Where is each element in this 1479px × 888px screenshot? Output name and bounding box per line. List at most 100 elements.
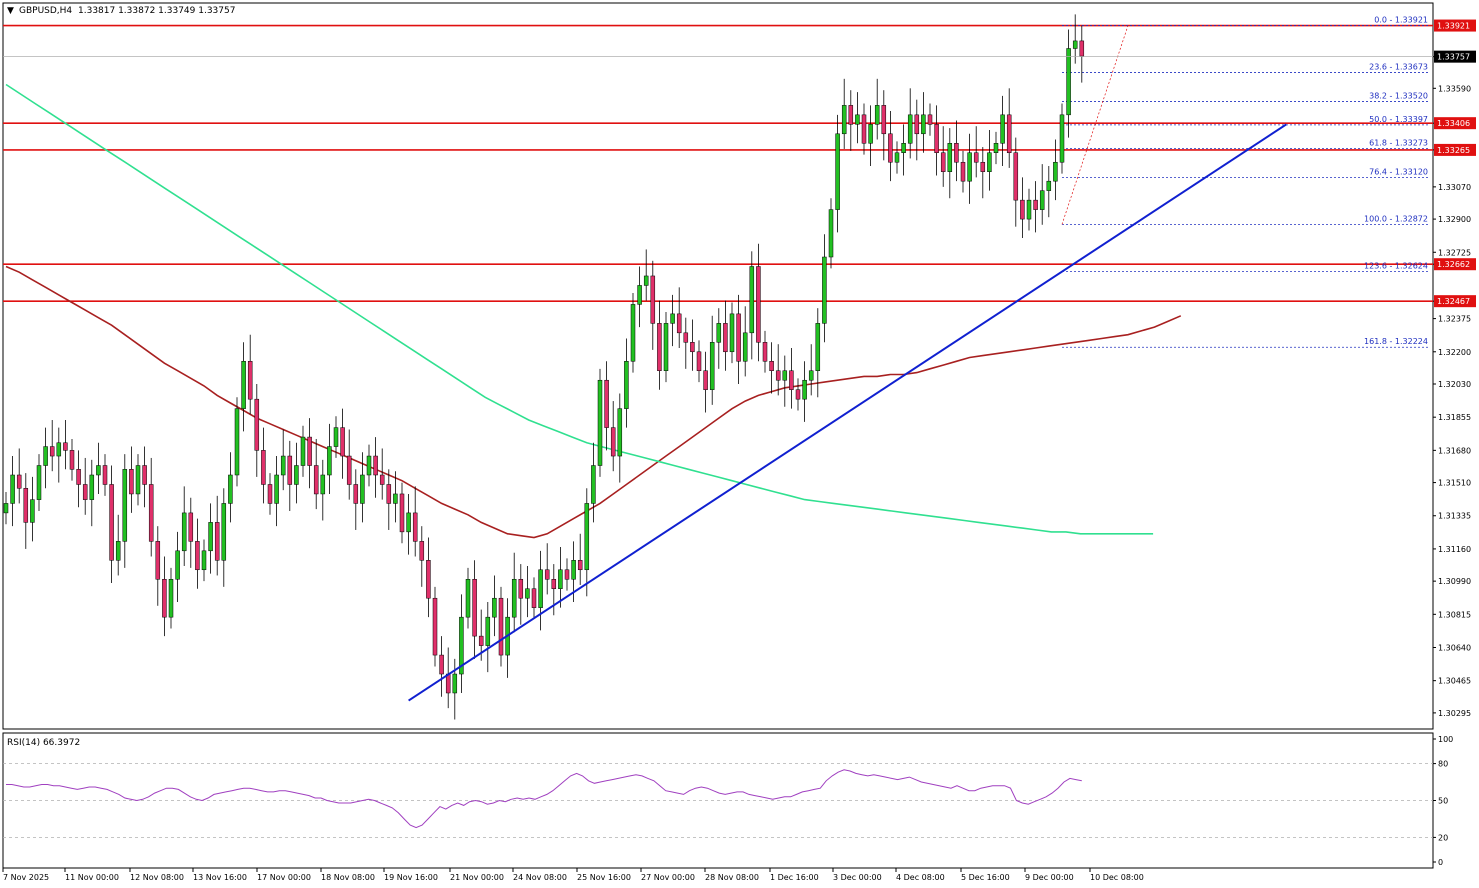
candle-body[interactable] [492,597,497,618]
candle-body[interactable] [1033,199,1038,210]
candle-body[interactable] [1079,40,1085,57]
candle-body[interactable] [195,541,200,571]
candle-body[interactable] [3,503,9,514]
candle-body[interactable] [43,446,48,466]
candle-body[interactable] [373,455,378,476]
candle-body[interactable] [353,484,359,504]
candle-body[interactable] [934,124,939,153]
candle-body[interactable] [129,469,134,495]
candle-body[interactable] [861,114,867,144]
candle-body[interactable] [683,332,689,343]
candle-body[interactable] [782,370,788,381]
candle-body[interactable] [676,313,682,334]
candle-body[interactable] [69,450,75,470]
candle-body[interactable] [439,654,444,675]
candle-body[interactable] [1026,199,1032,220]
candle-body[interactable] [472,579,477,637]
candle-body[interactable] [716,323,722,343]
candle-body[interactable] [16,474,22,489]
candle-body[interactable] [828,209,834,258]
candle-body[interactable] [287,455,293,485]
candle-body[interactable] [340,427,345,457]
candle-body[interactable] [432,597,438,656]
candle-body[interactable] [544,569,550,580]
candle-body[interactable] [577,560,583,571]
candle-body[interactable] [835,133,840,210]
candle-body[interactable] [313,465,319,495]
candle-body[interactable] [412,512,418,542]
candle-body[interactable] [597,379,603,466]
candle-body[interactable] [742,332,748,362]
candle-body[interactable] [914,114,920,135]
candle-body[interactable] [571,560,576,580]
candle-body[interactable] [241,361,246,409]
candle-body[interactable] [393,493,398,504]
candle-body[interactable] [333,427,339,447]
candle-body[interactable] [624,361,629,409]
candle-body[interactable] [23,488,29,523]
candle-body[interactable] [940,152,946,172]
candle-body[interactable] [307,436,312,466]
candle-body[interactable] [617,408,623,457]
candle-body[interactable] [630,304,636,362]
candle-body[interactable] [703,370,708,390]
candle-body[interactable] [1059,114,1065,163]
candle-body[interactable] [76,469,81,485]
candle-body[interactable] [894,152,900,163]
candle-body[interactable] [399,493,405,533]
header-arrow-icon[interactable]: ▼ [7,6,14,16]
candle-body[interactable] [802,379,807,400]
candle-body[interactable] [360,474,365,504]
candle-body[interactable] [181,512,187,552]
candle-body[interactable] [881,105,887,135]
candle-body[interactable] [610,427,616,457]
candle-body[interactable] [538,569,543,608]
candle-body[interactable] [294,465,299,485]
candle-body[interactable] [604,379,609,428]
candle-body[interactable] [201,550,207,571]
candle-body[interactable] [498,597,504,656]
uptrend-line[interactable] [408,123,1287,702]
candle-body[interactable] [888,133,893,163]
candle-body[interactable] [980,161,986,172]
candle-body[interactable] [993,143,999,153]
candle-body[interactable] [795,389,801,400]
candle-body[interactable] [525,588,530,599]
candle-body[interactable] [564,569,570,580]
candle-body[interactable] [234,408,240,476]
candle-body[interactable] [808,370,814,381]
candle-body[interactable] [584,503,590,571]
candle-body[interactable] [841,105,847,135]
candle-body[interactable] [56,442,62,457]
candle-body[interactable] [775,370,781,381]
candle-body[interactable] [274,474,279,504]
candle-body[interactable] [690,342,695,353]
candle-body[interactable] [188,512,194,542]
candle-body[interactable] [663,323,669,371]
candle-body[interactable] [320,474,326,495]
candle-body[interactable] [261,450,266,485]
candle-body[interactable] [670,313,675,324]
candle-body[interactable] [465,579,471,618]
candle-body[interactable] [142,465,147,485]
candle-body[interactable] [327,446,332,476]
candle-body[interactable] [406,512,411,533]
candle-body[interactable] [1066,48,1071,116]
candle-body[interactable] [729,313,735,353]
candle-body[interactable] [267,484,273,504]
candle-body[interactable] [485,616,491,646]
candle-body[interactable] [967,152,972,182]
candle-body[interactable] [987,152,992,172]
candle-body[interactable] [696,351,702,371]
candle-body[interactable] [901,143,906,153]
candle-body[interactable] [63,442,68,451]
candle-body[interactable] [947,143,953,172]
candle-body[interactable] [518,579,524,599]
candle-body[interactable] [89,474,95,500]
candle-body[interactable] [769,361,774,371]
candle-body[interactable] [280,455,286,476]
candle-body[interactable] [551,579,557,589]
candle-body[interactable] [531,588,537,608]
candle-body[interactable] [452,673,458,694]
